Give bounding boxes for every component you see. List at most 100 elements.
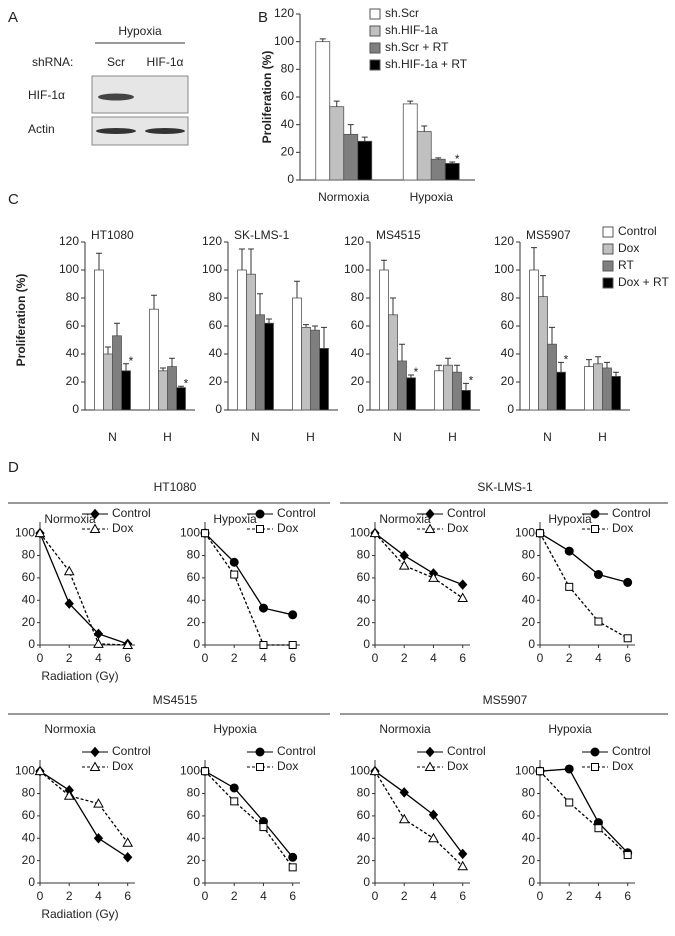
error-bar bbox=[604, 361, 610, 368]
marker bbox=[457, 860, 469, 871]
x-tick-label: 4 bbox=[430, 651, 437, 665]
group-title: HT1080 bbox=[154, 480, 197, 494]
line bbox=[39, 770, 129, 844]
marker bbox=[623, 634, 632, 643]
bar bbox=[416, 131, 432, 181]
y-tick-label: 80 bbox=[187, 548, 201, 562]
x-tick-label: 2 bbox=[231, 889, 238, 903]
blot-condition: Hypoxia bbox=[118, 24, 162, 38]
bar bbox=[176, 387, 186, 411]
marker bbox=[564, 546, 574, 556]
y-tick-label: 20 bbox=[501, 374, 515, 388]
marker bbox=[229, 783, 239, 793]
y-tick-label: 0 bbox=[363, 637, 370, 651]
marker bbox=[93, 638, 104, 648]
panel-title: HT1080 bbox=[91, 228, 134, 242]
x-tick-label: 4 bbox=[595, 889, 602, 903]
legend-marker bbox=[590, 509, 600, 519]
marker bbox=[63, 790, 75, 800]
y-tick-label: 80 bbox=[351, 290, 365, 304]
y-tick-label: 40 bbox=[22, 830, 36, 844]
error-bar bbox=[321, 326, 327, 349]
legend-swatch bbox=[602, 226, 614, 238]
legend-label: RT bbox=[618, 258, 634, 272]
bar bbox=[602, 367, 612, 411]
blot-row-header: shRNA: bbox=[32, 55, 73, 69]
marker bbox=[594, 824, 603, 833]
marker bbox=[457, 592, 469, 603]
error-bar bbox=[381, 259, 387, 270]
chart-title: Normoxia bbox=[379, 722, 431, 736]
chart-title: Normoxia bbox=[44, 512, 96, 526]
bar bbox=[397, 360, 407, 411]
y-tick-label: 120 bbox=[59, 234, 79, 248]
legend-swatch bbox=[369, 42, 381, 54]
group-title: MS4515 bbox=[153, 693, 198, 707]
legend-swatch bbox=[369, 8, 381, 20]
y-tick-label: 80 bbox=[209, 290, 223, 304]
legend-label: Dox bbox=[112, 521, 133, 535]
x-tick-label: N bbox=[251, 430, 260, 444]
marker bbox=[34, 527, 46, 538]
y-tick-label: 100 bbox=[515, 525, 535, 539]
chart-title: Hypoxia bbox=[213, 512, 257, 526]
y-tick-label: 100 bbox=[274, 34, 294, 48]
chart-title: Hypoxia bbox=[548, 722, 592, 736]
bar bbox=[357, 140, 373, 181]
bar bbox=[343, 133, 359, 181]
x-axis-label: Radiation (Gy) bbox=[41, 907, 118, 921]
error-bar bbox=[160, 367, 166, 371]
legend-label: sh.Scr + RT bbox=[385, 40, 449, 54]
legend-marker bbox=[425, 508, 435, 520]
marker bbox=[398, 813, 410, 824]
line bbox=[204, 532, 293, 646]
marker bbox=[399, 787, 409, 798]
legend-swatch bbox=[369, 59, 381, 71]
legend-label: Control bbox=[277, 744, 316, 758]
x-tick-label: H bbox=[598, 430, 607, 444]
line bbox=[39, 770, 129, 858]
error-bar bbox=[178, 385, 184, 388]
error-bar bbox=[96, 252, 102, 270]
y-tick-label: 80 bbox=[22, 786, 36, 800]
y-tick-label: 80 bbox=[187, 786, 201, 800]
blot-row-label: HIF-1α bbox=[28, 88, 65, 102]
y-tick-label: 80 bbox=[501, 290, 515, 304]
blot-box bbox=[91, 75, 189, 114]
y-tick-label: 80 bbox=[281, 62, 295, 76]
bar bbox=[443, 364, 453, 411]
x-tick-label: N bbox=[543, 430, 552, 444]
legend-marker bbox=[256, 763, 264, 771]
legend-marker bbox=[424, 523, 436, 533]
y-tick-label: 60 bbox=[522, 570, 536, 584]
legend-label: Control bbox=[612, 506, 651, 520]
legend-marker bbox=[591, 763, 599, 771]
y-tick-label: 40 bbox=[187, 830, 201, 844]
x-tick-label: 6 bbox=[459, 889, 466, 903]
bar bbox=[434, 370, 444, 411]
panel-title: MS5907 bbox=[526, 228, 571, 242]
y-tick-label: 80 bbox=[522, 786, 536, 800]
bar bbox=[149, 308, 159, 411]
group-title: MS5907 bbox=[483, 693, 528, 707]
y-tick-label: 100 bbox=[15, 763, 35, 777]
x-tick-label: Normoxia bbox=[318, 190, 370, 204]
y-tick-label: 60 bbox=[357, 570, 371, 584]
error-bar bbox=[435, 157, 442, 160]
bar bbox=[301, 326, 311, 411]
line bbox=[374, 532, 463, 586]
panel-title: SK-LMS-1 bbox=[234, 228, 290, 242]
y-tick-label: 60 bbox=[522, 808, 536, 822]
y-tick-label: 20 bbox=[22, 853, 36, 867]
y-tick-label: 0 bbox=[528, 637, 535, 651]
error-bar bbox=[248, 248, 254, 275]
bar bbox=[310, 329, 320, 411]
y-tick-label: 60 bbox=[22, 808, 36, 822]
y-tick-label: 40 bbox=[187, 592, 201, 606]
y-tick-label: 100 bbox=[59, 262, 79, 276]
y-tick-label: 20 bbox=[209, 374, 223, 388]
x-tick-label: 0 bbox=[537, 651, 544, 665]
error-bar bbox=[540, 275, 546, 297]
y-tick-label: 0 bbox=[193, 875, 200, 889]
x-tick-label: 4 bbox=[595, 651, 602, 665]
